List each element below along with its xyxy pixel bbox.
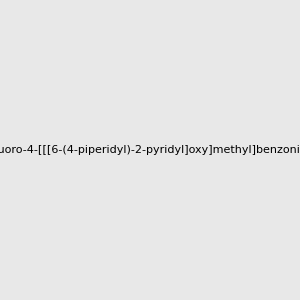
Text: 3-Fluoro-4-[[[6-(4-piperidyl)-2-pyridyl]oxy]methyl]benzonitrile: 3-Fluoro-4-[[[6-(4-piperidyl)-2-pyridyl]… [0,145,300,155]
